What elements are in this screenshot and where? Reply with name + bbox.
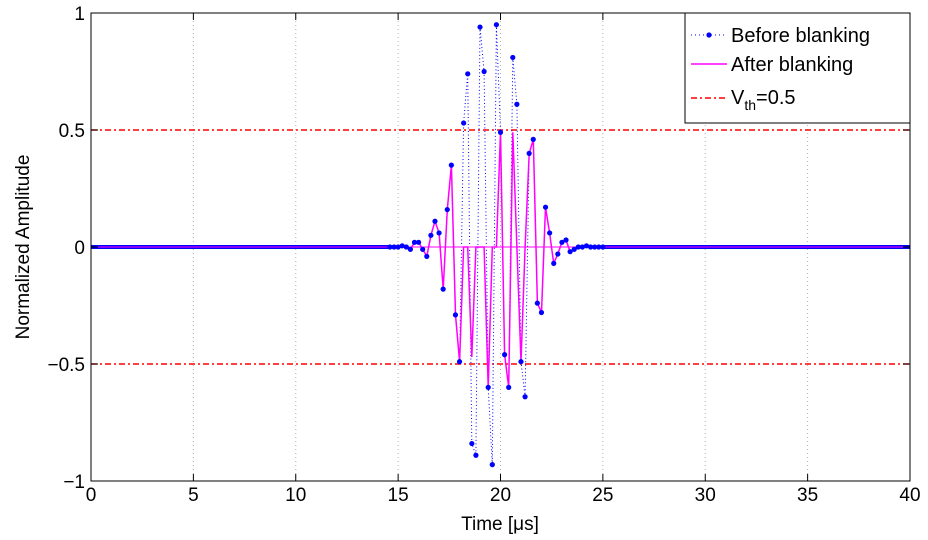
legend-after-label: After blanking — [731, 54, 853, 76]
legend-box — [684, 12, 911, 124]
before-blanking-point — [592, 244, 598, 250]
before-blanking-point — [526, 150, 532, 156]
legend-before-label: Before blanking — [731, 25, 870, 47]
x-tick-label: 35 — [797, 485, 818, 506]
before-blanking-point — [587, 244, 594, 250]
before-blanking-point — [542, 204, 549, 210]
before-blanking-point — [456, 359, 463, 365]
x-tick-label: 25 — [592, 485, 613, 506]
x-tick-label: 0 — [86, 485, 97, 506]
before-blanking-point — [579, 244, 586, 250]
before-blanking-point — [403, 244, 409, 250]
y-tick-label: 0 — [74, 238, 85, 259]
before-blanking-point — [399, 243, 405, 249]
before-blanking-point — [469, 440, 475, 447]
before-blanking-point — [432, 218, 438, 224]
before-blanking-point — [465, 71, 471, 77]
before-blanking-point — [411, 239, 418, 245]
before-blanking-point — [489, 462, 495, 468]
before-blanking-point — [395, 244, 401, 250]
legend-before-marker — [706, 32, 712, 38]
before-blanking-point — [559, 239, 565, 245]
y-tick-labels: −1 −0.5 0 0.5 1 — [47, 4, 85, 493]
x-tick-label: 30 — [695, 485, 716, 506]
y-tick-label: 1 — [74, 4, 85, 25]
before-blanking-point — [448, 162, 454, 168]
before-blanking-point — [522, 394, 528, 400]
before-blanking-point — [563, 237, 569, 243]
x-tick-label: 5 — [188, 485, 199, 506]
legend-vth-suffix: =0.5 — [756, 87, 795, 109]
before-blanking-point — [452, 312, 459, 318]
before-blanking-point — [600, 244, 606, 250]
before-blanking-point — [477, 24, 483, 30]
before-blanking-point — [506, 384, 512, 390]
before-blanking-point — [583, 243, 590, 249]
before-blanking-point — [444, 206, 450, 213]
y-tick-label: −0.5 — [47, 355, 85, 376]
before-blanking-point — [420, 246, 426, 252]
before-blanking-point — [440, 286, 446, 292]
x-axis-label: Time [μs] — [461, 514, 539, 535]
legend: Before blanking After blanking Vth=0.5 — [684, 12, 911, 124]
before-blanking-point — [596, 244, 602, 250]
before-blanking-point — [481, 68, 487, 75]
before-blanking-point — [407, 246, 414, 252]
x-tick-label: 10 — [285, 485, 306, 506]
before-blanking-point — [387, 244, 393, 250]
legend-vth-label: Vth=0.5 — [731, 87, 796, 113]
series-layer — [91, 22, 910, 468]
before-blanking-point — [518, 359, 524, 365]
before-blanking-point — [567, 249, 573, 255]
y-axis-label: Normalized Amplitude — [13, 155, 34, 340]
before-blanking-point — [538, 309, 545, 316]
y-tick-label: 0.5 — [59, 121, 85, 142]
x-tick-label: 20 — [490, 485, 511, 506]
x-tick-label: 40 — [899, 485, 920, 506]
before-blanking-point — [497, 129, 504, 135]
before-blanking-point — [501, 352, 508, 358]
before-blanking-point — [514, 101, 520, 107]
before-blanking-point — [555, 251, 561, 257]
legend-vth-subscript: th — [744, 97, 756, 113]
before-blanking-point — [461, 120, 467, 126]
before-blanking-point — [473, 452, 479, 458]
before-blanking-point — [493, 22, 500, 28]
before-blanking-point — [534, 300, 540, 306]
before-blanking-point — [510, 54, 516, 61]
ticks — [90, 12, 911, 482]
before-blanking-point — [428, 232, 434, 238]
before-blanking-point — [575, 244, 581, 250]
before-blanking-point — [391, 244, 397, 250]
before-blanking-point — [424, 253, 430, 259]
y-tick-label: −1 — [63, 472, 85, 493]
x-tick-label: 15 — [388, 485, 409, 506]
x-tick-labels: 0 5 10 15 20 25 30 35 40 — [86, 485, 921, 506]
before-blanking-point — [571, 246, 577, 252]
before-blanking-point — [551, 260, 557, 266]
before-blanking-point — [485, 384, 491, 390]
before-blanking-point — [436, 230, 442, 236]
before-blanking-point — [547, 230, 553, 236]
legend-vth-prefix: V — [731, 87, 745, 109]
before-blanking-point — [530, 136, 536, 142]
before-blanking-point — [416, 239, 422, 245]
